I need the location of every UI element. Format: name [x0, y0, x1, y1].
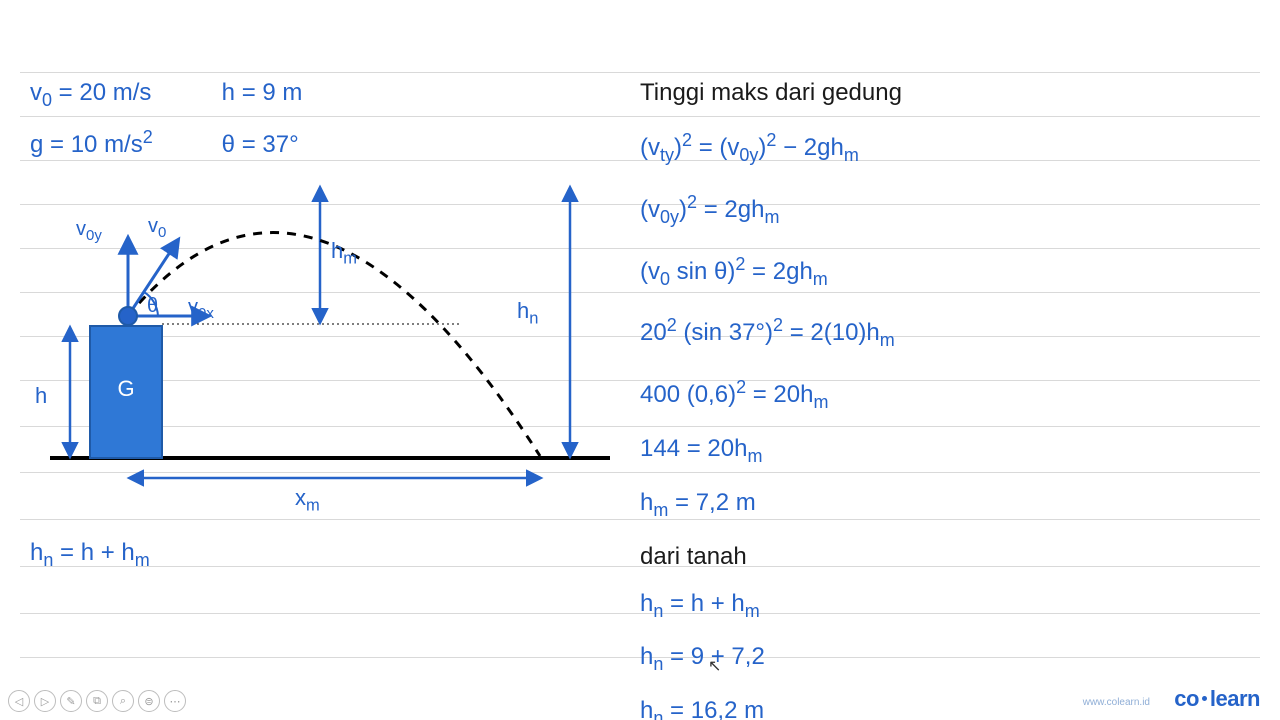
- step-3: (v0 sin θ)2 = 2ghm: [640, 249, 1250, 294]
- given-v0: v0 = 20 m/s: [30, 78, 215, 115]
- brand-dot-icon: [1202, 696, 1207, 701]
- slide: v0 = 20 m/s h = 9 m g = 10 m/s2 θ = 37° …: [0, 0, 1280, 720]
- h-label: h: [35, 381, 47, 411]
- given-g: g = 10 m/s2: [30, 122, 215, 160]
- step-2: (v0y)2 = 2ghm: [640, 187, 1250, 232]
- v0x-label: v0x: [188, 292, 214, 329]
- step-5: 400 (0,6)2 = 20hm: [640, 372, 1250, 417]
- step-4: 202 (sin 37°)2 = 2(10)hm: [640, 310, 1250, 355]
- brand-logo: colearn: [1174, 686, 1260, 712]
- step-9: hn = 9 + 7,2: [640, 642, 1250, 679]
- tool-next[interactable]: ▷: [34, 690, 56, 712]
- brand-learn: learn: [1210, 686, 1260, 711]
- footer: ◁ ▷ ✎ ⧉ ⌕ ⊜ ⋯ www.colearn.id colearn: [0, 682, 1280, 720]
- given-row-1: v0 = 20 m/s h = 9 m: [30, 78, 302, 115]
- hm-label: hm: [331, 236, 357, 273]
- step-7: hm = 7,2 m: [640, 488, 1250, 525]
- tool-prev[interactable]: ◁: [8, 690, 30, 712]
- step-1: (vty)2 = (v0y)2 − 2ghm: [640, 125, 1250, 170]
- right-column: Tinggi maks dari gedung (vty)2 = (v0y)2 …: [640, 78, 1250, 658]
- title-2: dari tanah: [640, 542, 1250, 572]
- title-1: Tinggi maks dari gedung: [640, 78, 1250, 108]
- tool-pen[interactable]: ✎: [60, 690, 82, 712]
- v0-label: v0: [148, 211, 166, 248]
- cursor-icon: ↖: [708, 656, 721, 676]
- tool-copy[interactable]: ⧉: [86, 690, 108, 712]
- tool-zoom[interactable]: ⌕: [112, 690, 134, 712]
- step-8: hn = h + hm: [640, 589, 1250, 626]
- step-6: 144 = 20hm: [640, 434, 1250, 471]
- hn-label: hn: [517, 296, 538, 333]
- v0y-label: v0y: [76, 214, 102, 251]
- tool-extra[interactable]: ⊜: [138, 690, 160, 712]
- theta-label: θ: [147, 291, 158, 321]
- xm-label: xm: [295, 483, 320, 520]
- given-theta: θ = 37°: [222, 131, 299, 158]
- hn-formula-left: hn = h + hm: [30, 538, 150, 575]
- launch-point: [119, 307, 137, 325]
- brand-url: www.colearn.id: [1083, 697, 1150, 708]
- given-row-2: g = 10 m/s2 θ = 37°: [30, 122, 299, 160]
- given-h: h = 9 m: [222, 79, 303, 106]
- left-column: v0 = 20 m/s h = 9 m g = 10 m/s2 θ = 37° …: [30, 78, 620, 638]
- brand-co: co: [1174, 686, 1199, 711]
- building-label: G: [117, 376, 134, 401]
- tool-more[interactable]: ⋯: [164, 690, 186, 712]
- projectile-diagram: G: [30, 156, 620, 496]
